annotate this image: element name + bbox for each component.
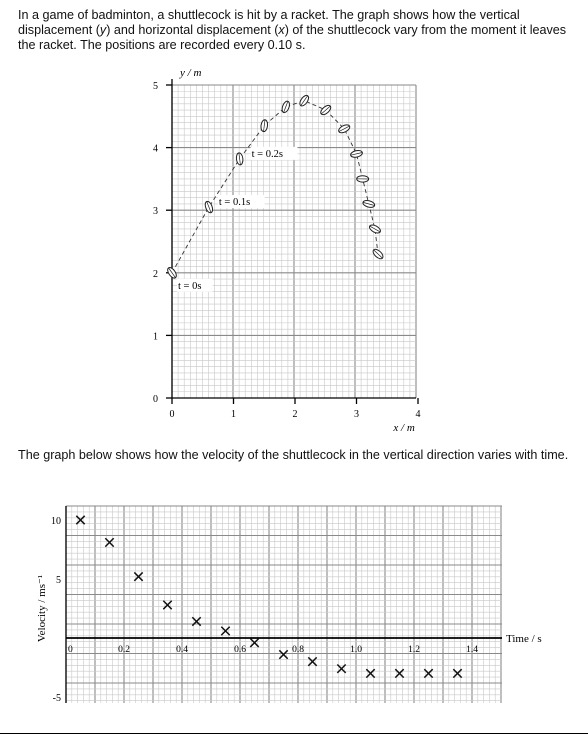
x-tick-label: 0: [170, 409, 175, 420]
velocity-data-point: [307, 656, 318, 667]
shuttlecock-feather-line: [206, 201, 212, 213]
x-tick-label: 4: [416, 409, 421, 420]
shuttlecock-feather-line: [350, 152, 363, 156]
x-tick-label: 0.4: [176, 645, 188, 655]
shuttlecock-feather-line: [338, 125, 350, 132]
cross-stroke: [365, 668, 376, 679]
shuttlecock-feather-line: [263, 119, 266, 132]
shuttlecock-feather-line: [373, 249, 383, 259]
annotation-background: [250, 146, 298, 160]
velocity-data-point: [452, 668, 463, 679]
intro-text: In a game of badminton, a shuttlecock is…: [18, 8, 578, 53]
velocity-data-point: [365, 668, 376, 679]
velocity-data-point: [104, 537, 115, 548]
shuttlecock-marker: [372, 248, 384, 260]
cross-stroke: [249, 637, 260, 648]
shuttlecock-feather-line: [320, 105, 331, 115]
velocity-data-point: [336, 663, 347, 674]
x-tick-label: 1.2: [408, 645, 420, 655]
y-tick-label: 5: [56, 575, 61, 586]
shuttlecock-marker: [204, 200, 214, 214]
cross-stroke: [278, 649, 289, 660]
y-axis-label: Velocity / ms⁻¹: [36, 575, 48, 642]
cross-stroke: [133, 571, 144, 582]
y-tick-label: 0: [153, 394, 158, 405]
x-tick-label: 0.8: [292, 645, 304, 655]
page-bottom-rule: [0, 733, 588, 734]
cross-stroke: [452, 668, 463, 679]
shuttlecock-marker: [260, 119, 269, 133]
shuttlecock-feather-line: [300, 95, 308, 106]
intro-part-1: In a game of badminton, a shuttlecock is…: [18, 8, 520, 37]
annotation-background: [177, 278, 213, 292]
time-annotation: t = 0.2s: [252, 149, 283, 160]
time-annotation: t = 0s: [178, 281, 201, 292]
cross-stroke: [423, 668, 434, 679]
x-tick-label: 0.6: [234, 645, 246, 655]
displacement-grid: [171, 84, 417, 399]
y-tick-label: 4: [153, 144, 158, 155]
x-tick-label: 0.2: [118, 645, 130, 655]
x-tick-label: 1.4: [466, 645, 478, 655]
cross-stroke: [336, 663, 347, 674]
shuttlecock-marker: [368, 224, 381, 234]
x-tick-label: 2: [293, 409, 298, 420]
shuttlecock-marker: [167, 267, 177, 279]
velocity-data-point: [278, 649, 289, 660]
x-tick-label: 1.0: [350, 645, 362, 655]
cross-stroke: [307, 656, 318, 667]
y-tick-label: -5: [53, 693, 61, 704]
velocity-intro-text: The graph below shows how the velocity o…: [18, 448, 569, 462]
intro-part-2: ) and horizontal displacement (: [106, 23, 279, 37]
y-tick-label: 3: [153, 206, 158, 217]
intro-var-x: x: [278, 23, 285, 37]
x-tick-label: 1: [231, 409, 236, 420]
shuttlecock-marker: [350, 149, 363, 158]
shuttlecock-feather-line: [238, 152, 241, 165]
time-annotation: t = 0.1s: [219, 197, 250, 208]
shuttlecock-marker: [281, 100, 290, 114]
x-axis-label: x / m: [392, 422, 414, 434]
intro-part-3: ) of the shuttlecock vary from the momen…: [18, 23, 567, 52]
velocity-data-point: [133, 571, 144, 582]
velocity-data-point: [75, 515, 86, 525]
velocity-data-point: [423, 668, 434, 679]
cross-stroke: [394, 668, 405, 679]
shuttlecock-marker: [338, 124, 351, 134]
shuttlecock-marker: [362, 199, 376, 208]
y-tick-label: 1: [153, 331, 158, 342]
displacement-chart: 0 1 2 3 4 5 0 1 2 3 4 y / m x / m t = 0s t = 0.1s t = 0…: [153, 67, 421, 434]
shuttlecock-feather-line: [369, 225, 381, 233]
intro-var-y: y: [99, 23, 107, 37]
shuttlecock-marker: [235, 152, 244, 166]
velocity-data-point: [191, 616, 202, 627]
shuttlecock-feather-line: [168, 267, 176, 278]
y-tick-label: 10: [51, 516, 61, 527]
velocity-data-point: [249, 637, 260, 648]
cross-stroke: [162, 600, 173, 610]
y-tick-label: 5: [153, 81, 158, 92]
shuttlecock-marker: [320, 104, 332, 116]
annotation-background: [217, 195, 265, 209]
shuttlecock-feather-line: [283, 101, 289, 113]
shuttlecock-feather-line: [362, 202, 375, 206]
velocity-data-point: [394, 668, 405, 679]
shuttlecock-marker: [299, 94, 310, 107]
cross-stroke: [191, 616, 202, 627]
velocity-data-point: [162, 600, 173, 610]
y-axis-label: y / m: [179, 67, 201, 79]
cross-stroke: [104, 537, 115, 548]
velocity-data-point: [220, 626, 231, 636]
x-axis-label: Time / s: [506, 633, 542, 645]
cross-stroke: [220, 626, 231, 636]
x-tick-label: 0: [68, 645, 73, 655]
shuttlecock-marker: [356, 175, 370, 183]
velocity-grid: [65, 505, 502, 703]
y-tick-label: 2: [153, 269, 158, 280]
cross-stroke: [75, 515, 86, 525]
x-tick-label: 3: [354, 409, 359, 420]
